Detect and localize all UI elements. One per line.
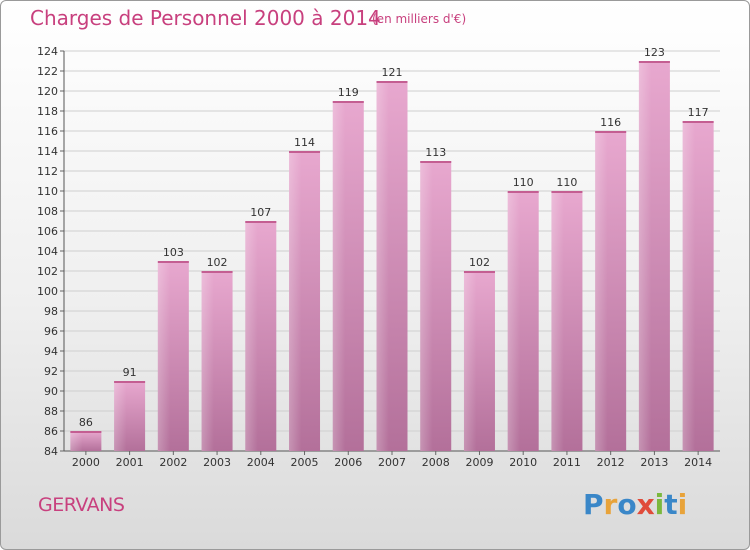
bar-highlight: [376, 81, 389, 451]
y-tick-label: 92: [44, 365, 58, 378]
data-label: 116: [600, 116, 621, 129]
data-label: 86: [79, 416, 93, 429]
y-tick-label: 108: [37, 205, 58, 218]
proxiti-logo[interactable]: Proxiti: [583, 488, 687, 521]
logo-letter: x: [636, 488, 655, 521]
data-label: 110: [513, 176, 534, 189]
bar-highlight: [245, 221, 258, 451]
bar-highlight: [157, 261, 171, 451]
bar-highlight: [332, 101, 346, 451]
bar-top: [332, 101, 364, 103]
bar-top: [420, 161, 452, 163]
y-tick-label: 104: [37, 245, 58, 258]
bar-top: [507, 191, 539, 193]
x-tick-label: 2007: [378, 456, 406, 469]
data-label: 114: [294, 136, 315, 149]
bar-top: [201, 271, 233, 273]
x-tick-label: 2009: [465, 456, 493, 469]
bar-highlight: [201, 271, 214, 451]
x-tick-label: 2013: [640, 456, 668, 469]
y-tick-label: 84: [44, 445, 58, 458]
x-tick-label: 2010: [509, 456, 537, 469]
data-label: 117: [688, 106, 709, 119]
bar-top: [595, 131, 627, 133]
bar-top: [376, 81, 408, 83]
bar-top: [157, 261, 189, 263]
x-tick-label: 2012: [597, 456, 625, 469]
x-tick-label: 2000: [72, 456, 100, 469]
y-tick-label: 102: [37, 265, 58, 278]
data-label: 113: [425, 146, 446, 159]
data-label: 119: [338, 86, 359, 99]
bar-highlight: [507, 191, 521, 451]
data-label: 102: [469, 256, 490, 269]
bar-top: [463, 271, 495, 273]
logo-letter: i: [654, 488, 665, 521]
y-tick-label: 94: [44, 345, 58, 358]
logo-letter: P: [583, 488, 604, 521]
x-tick-label: 2002: [159, 456, 187, 469]
commune-name: GERVANS: [38, 494, 125, 516]
x-tick-label: 2006: [334, 456, 362, 469]
y-tick-label: 112: [37, 165, 58, 178]
y-tick-label: 120: [37, 85, 58, 98]
logo-letter: o: [617, 488, 637, 521]
y-tick-label: 96: [44, 325, 58, 338]
data-label: 110: [556, 176, 577, 189]
logo-letter: r: [603, 488, 618, 521]
bar-highlight: [463, 271, 477, 451]
data-label: 102: [207, 256, 228, 269]
chart-subtitle: (en milliers d'€): [372, 12, 467, 26]
y-tick-label: 114: [37, 145, 58, 158]
y-tick-label: 122: [37, 65, 58, 78]
data-label: 91: [123, 366, 137, 379]
y-tick-label: 98: [44, 305, 58, 318]
x-tick-label: 2005: [291, 456, 319, 469]
data-label: 121: [382, 66, 403, 79]
bar-top: [638, 61, 670, 63]
bar-highlight: [70, 431, 83, 451]
x-tick-label: 2014: [684, 456, 712, 469]
y-tick-label: 118: [37, 105, 58, 118]
y-tick-label: 100: [37, 285, 58, 298]
x-tick-label: 2008: [422, 456, 450, 469]
bar-top: [682, 121, 714, 123]
x-tick-label: 2001: [116, 456, 144, 469]
y-tick-label: 124: [37, 45, 58, 58]
bar-top: [245, 221, 277, 223]
bar-top: [289, 151, 321, 153]
x-tick-label: 2004: [247, 456, 275, 469]
bar-highlight: [289, 151, 302, 451]
bar-top: [551, 191, 583, 193]
chart-title: Charges de Personnel 2000 à 2014: [30, 6, 381, 30]
bar-highlight: [551, 191, 564, 451]
bar-top: [70, 431, 102, 433]
bar-highlight: [114, 381, 127, 451]
bar-top: [114, 381, 146, 383]
data-labels: 86 91 103 102 107 114 119 121 113 102 110 110 116 123…: [79, 46, 709, 429]
y-tick-label: 106: [37, 225, 58, 238]
data-label: 107: [250, 206, 271, 219]
x-tick-label: 2003: [203, 456, 231, 469]
bar-highlight: [682, 121, 696, 451]
bars: [70, 61, 714, 451]
logo-letter: i: [677, 488, 688, 521]
y-tick-label: 88: [44, 405, 58, 418]
y-tick-label: 86: [44, 425, 58, 438]
x-tick-label: 2011: [553, 456, 581, 469]
data-label: 103: [163, 246, 184, 259]
data-label: 123: [644, 46, 665, 59]
y-tick-label: 110: [37, 185, 58, 198]
logo-letter: t: [664, 488, 678, 521]
y-tick-label: 116: [37, 125, 58, 138]
bar-highlight: [420, 161, 433, 451]
bar-highlight: [595, 131, 608, 451]
y-tick-label: 90: [44, 385, 58, 398]
bar-highlight: [638, 61, 652, 451]
